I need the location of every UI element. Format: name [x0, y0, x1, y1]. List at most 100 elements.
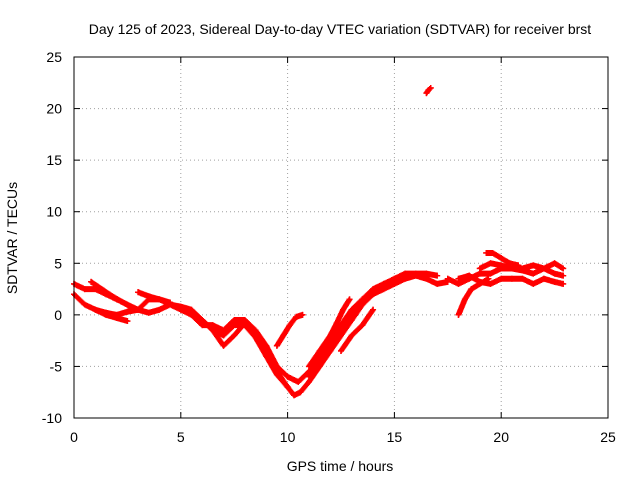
data-point — [156, 296, 163, 303]
data-point — [103, 311, 110, 318]
data-point — [305, 363, 312, 370]
data-point — [130, 305, 137, 312]
data-point — [145, 309, 152, 316]
data-point — [402, 275, 409, 282]
axis-ticks — [73, 56, 609, 419]
data-point — [468, 286, 475, 293]
data-point — [135, 289, 142, 296]
grid-lines — [74, 57, 608, 418]
data-point — [199, 317, 206, 324]
data-point — [305, 373, 312, 380]
series-track-o — [483, 249, 522, 269]
x-tick-label: 15 — [387, 429, 403, 445]
data-point — [412, 270, 419, 277]
data-point — [423, 275, 430, 282]
data-point — [455, 311, 462, 318]
data-point — [338, 322, 344, 329]
data-point — [519, 265, 526, 272]
data-point — [489, 249, 496, 256]
series-markers — [273, 311, 306, 349]
data-point — [145, 293, 152, 300]
data-point — [124, 318, 131, 325]
y-tick-labels: -10 -5 0 5 10 15 20 25 — [42, 49, 62, 426]
data-point — [81, 286, 88, 293]
data-point — [423, 270, 430, 277]
data-point — [340, 306, 347, 313]
x-tick-labels: 0 5 10 15 20 25 — [70, 429, 616, 445]
data-point — [305, 378, 312, 385]
data-point — [540, 275, 547, 282]
y-tick-label: 5 — [54, 255, 62, 271]
data-point — [293, 313, 300, 320]
y-axis-label: SDTVAR / TECUs — [4, 182, 20, 294]
data-point — [560, 265, 567, 272]
data-point — [498, 255, 505, 262]
data-point — [530, 262, 537, 269]
data-point — [263, 353, 270, 360]
data-point — [487, 270, 494, 277]
x-axis-label: GPS time / hours — [287, 458, 394, 474]
data-point — [231, 320, 238, 327]
series-track-e — [135, 289, 174, 306]
data-point — [560, 280, 567, 287]
data-point — [209, 322, 216, 329]
data-point — [348, 332, 355, 339]
data-point — [188, 311, 195, 318]
data-point — [273, 371, 280, 378]
data-point — [286, 322, 293, 329]
data-point — [241, 322, 248, 329]
data-point — [466, 272, 473, 279]
data-point — [434, 280, 441, 287]
data-point — [498, 275, 505, 282]
data-point — [113, 314, 120, 321]
series-track-g — [231, 320, 291, 391]
data-point — [508, 275, 515, 282]
data-point — [299, 311, 306, 318]
data-point — [427, 84, 434, 91]
data-point — [560, 272, 567, 279]
data-point — [167, 299, 174, 306]
series-track-d — [92, 306, 131, 325]
data-point — [530, 270, 537, 277]
series-track-i — [305, 278, 398, 380]
plot-frame — [73, 56, 609, 419]
data-point — [156, 306, 163, 313]
data-point — [498, 262, 505, 269]
data-point — [316, 347, 323, 354]
series-track-c — [88, 278, 137, 312]
series-track-h — [273, 311, 306, 349]
data-point — [220, 332, 227, 339]
data-point — [348, 306, 355, 313]
data-point — [508, 265, 515, 272]
data-point — [252, 334, 259, 341]
y-tick-label: 0 — [54, 307, 62, 323]
x-tick-label: 10 — [280, 429, 296, 445]
data-point — [338, 347, 344, 354]
data-point — [284, 384, 291, 391]
data-point — [81, 301, 88, 308]
data-point — [444, 275, 451, 282]
data-point — [455, 280, 462, 287]
data-point — [98, 286, 105, 293]
data-point — [370, 306, 377, 313]
x-tick-label: 0 — [70, 429, 78, 445]
x-tick-label: 5 — [177, 429, 185, 445]
series-markers — [455, 272, 567, 287]
y-tick-label: -10 — [42, 410, 62, 426]
y-tick-label: -5 — [50, 358, 63, 374]
data-point — [231, 332, 238, 339]
series-track-q — [476, 260, 567, 272]
data-point — [295, 378, 302, 385]
data-point — [263, 342, 270, 349]
data-point — [370, 289, 377, 296]
series-track-l — [423, 84, 434, 97]
data-point — [346, 296, 353, 303]
data-point — [487, 280, 494, 287]
data-point — [487, 260, 494, 267]
data-point — [316, 363, 323, 370]
data-point — [359, 296, 366, 303]
data-point — [391, 278, 398, 285]
data-point — [220, 342, 227, 349]
data-point — [220, 327, 227, 334]
data-point — [88, 278, 95, 285]
